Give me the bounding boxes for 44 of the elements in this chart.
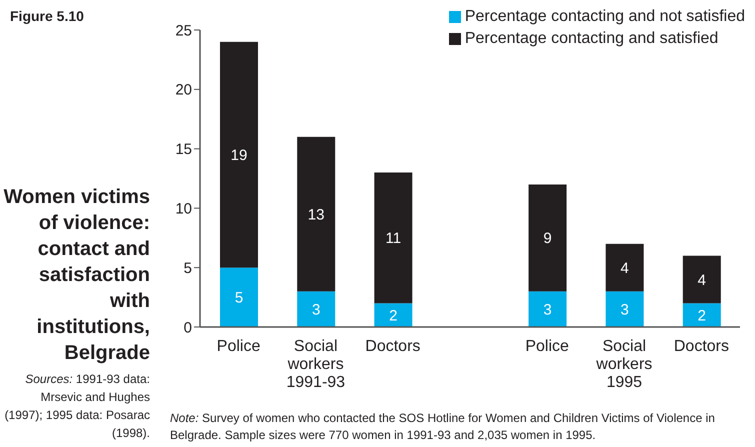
data-label: 3 (620, 302, 629, 319)
bar (682, 303, 721, 327)
data-label: 4 (620, 260, 629, 277)
data-label: 5 (234, 290, 244, 307)
caption: Figure 5.10 (10, 8, 84, 24)
x-tick-label: Social workers (286, 338, 344, 373)
x-tick-label: Doctors (365, 338, 420, 355)
data-label: 2 (698, 307, 706, 324)
text: Note: Survey of women who contacted the SOS Hotline for Women and Children Victims of Violence in Belgrade. Sample sizes were 770 women in 1991-93 and 2,035 women in 1995. (170, 410, 716, 444)
bar (374, 303, 412, 327)
data-label: 11 (385, 230, 402, 248)
data-label: 19 (230, 147, 248, 164)
data-label: 4 (698, 272, 706, 289)
text: Women victims of violence: contact and satisfaction with institutions, Belgrade (2, 185, 150, 366)
bar (606, 244, 644, 292)
y-tick-label: 10 (175, 200, 192, 218)
bar (297, 136, 336, 292)
data-label: 3 (543, 302, 552, 319)
data-label: 3 (312, 302, 320, 319)
x-tick-label: Doctors (674, 338, 729, 355)
y-tick-label: 5 (184, 260, 192, 277)
legend-label: Percentage contacting and satisfied (464, 29, 718, 49)
data-label: 9 (543, 230, 552, 248)
y-tick-label: 20 (175, 82, 192, 99)
bar (606, 291, 644, 327)
x-tick-label: Police (525, 338, 570, 355)
data-label: 2 (389, 307, 398, 324)
bar (528, 184, 567, 292)
x-tick-label: Social workers (595, 338, 652, 373)
y-tick-label: 25 (175, 22, 192, 40)
bar (297, 291, 336, 327)
legend-label: Percentage contacting and not satisfied (464, 7, 745, 27)
source-note: Sources: 1991-93 data: Mrsevic and Hughes (1997); 1995 data: Posarac (1998). (4, 371, 150, 442)
bar (220, 42, 258, 268)
x-tick-label: Police (216, 338, 260, 355)
bar (682, 256, 721, 304)
data-label: 13 (308, 206, 324, 224)
y-tick-label: 0 (184, 319, 192, 336)
text: 1991-93 (286, 374, 346, 391)
y-tick-label: 15 (175, 141, 192, 158)
bar (374, 172, 412, 304)
text: 1995 (606, 374, 642, 391)
bar (220, 268, 258, 327)
bar (528, 291, 567, 327)
